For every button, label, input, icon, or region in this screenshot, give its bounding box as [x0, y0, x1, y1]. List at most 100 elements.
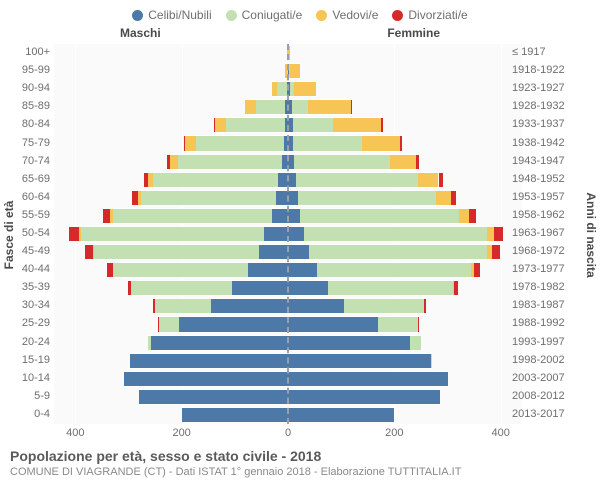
- bar-segment: [293, 117, 333, 133]
- x-tick: 0: [285, 427, 291, 439]
- male-half: [54, 207, 288, 225]
- birth-year-label: 1963-1967: [512, 227, 584, 239]
- bar-segment: [431, 353, 432, 369]
- male-half: [54, 388, 288, 406]
- male-half: [54, 315, 288, 333]
- bar-segment: [179, 316, 288, 332]
- plot-area: [54, 44, 522, 424]
- birth-year-label: 1983-1987: [512, 299, 584, 311]
- age-label: 20-24: [2, 336, 50, 348]
- bar-segment: [128, 280, 131, 296]
- birth-year-label: 1943-1947: [512, 155, 584, 167]
- bar-segment: [93, 244, 94, 260]
- male-half: [54, 189, 288, 207]
- female-half: [288, 116, 522, 134]
- legend: Celibi/NubiliConiugati/eVedovi/eDivorzia…: [0, 0, 600, 22]
- bar-segment: [124, 371, 288, 387]
- bar-segment: [130, 353, 288, 369]
- chart-footer: Popolazione per età, sesso e stato civil…: [0, 444, 600, 478]
- bar-segment: [107, 262, 112, 278]
- bar-segment: [153, 298, 155, 314]
- bar-segment: [170, 154, 178, 170]
- bar-segment: [362, 135, 399, 151]
- bar-segment: [211, 298, 288, 314]
- age-label: 15-19: [2, 354, 50, 366]
- female-half: [288, 334, 522, 352]
- bar-segment: [182, 407, 288, 423]
- birth-year-label: 1953-1957: [512, 191, 584, 203]
- bar-segment: [436, 190, 451, 206]
- female-half: [288, 134, 522, 152]
- legend-item: Divorziati/e: [392, 8, 467, 22]
- bar-segment: [148, 172, 153, 188]
- bar-segment: [232, 280, 288, 296]
- female-half: [288, 98, 522, 116]
- bar-segment: [288, 407, 394, 423]
- bar-segment: [469, 208, 476, 224]
- bar-segment: [264, 226, 288, 242]
- male-half: [54, 334, 288, 352]
- bar-segment: [139, 389, 288, 405]
- bar-segment: [81, 226, 264, 242]
- birth-year-label: 2013-2017: [512, 408, 584, 420]
- bar-segment: [113, 208, 273, 224]
- age-label: 75-79: [2, 137, 50, 149]
- bar-segment: [492, 244, 501, 260]
- legend-label: Celibi/Nubili: [148, 8, 211, 22]
- bar-segment: [85, 244, 92, 260]
- bar-segment: [494, 226, 504, 242]
- bar-segment: [308, 99, 351, 115]
- bar-segment: [131, 280, 232, 296]
- birth-year-label: 1923-1927: [512, 82, 584, 94]
- bar-segment: [333, 117, 381, 133]
- bar-segment: [159, 316, 179, 332]
- birth-year-label: 1918-1922: [512, 64, 584, 76]
- birth-year-label: 1998-2002: [512, 354, 584, 366]
- female-half: [288, 315, 522, 333]
- age-label: 10-14: [2, 372, 50, 384]
- female-half: [288, 62, 522, 80]
- bar-segment: [293, 135, 362, 151]
- bar-segment: [167, 154, 170, 170]
- male-half: [54, 171, 288, 189]
- bar-segment: [454, 280, 458, 296]
- age-label: 30-34: [2, 299, 50, 311]
- male-half: [54, 352, 288, 370]
- bar-segment: [178, 154, 282, 170]
- male-half: [54, 370, 288, 388]
- bar-segment: [381, 117, 383, 133]
- bar-segment: [110, 208, 112, 224]
- female-half: [288, 352, 522, 370]
- female-half: [288, 388, 522, 406]
- bar-segment: [288, 298, 344, 314]
- bar-segment: [256, 99, 285, 115]
- bar-segment: [351, 99, 352, 115]
- bar-segment: [141, 190, 277, 206]
- bar-segment: [294, 81, 316, 97]
- female-half: [288, 279, 522, 297]
- bar-segment: [153, 172, 278, 188]
- y-axis-title-right: Anni di nascita: [584, 192, 598, 277]
- bar-segment: [158, 316, 159, 332]
- bar-segment: [144, 172, 148, 188]
- bar-segment: [439, 172, 443, 188]
- age-label: 0-4: [2, 408, 50, 420]
- bar-segment: [378, 316, 418, 332]
- birth-year-label: 2008-2012: [512, 390, 584, 402]
- male-half: [54, 80, 288, 98]
- legend-item: Coniugati/e: [226, 8, 303, 22]
- bar-segment: [288, 335, 410, 351]
- female-half: [288, 80, 522, 98]
- bar-segment: [400, 135, 402, 151]
- bar-segment: [416, 154, 419, 170]
- birth-year-label: 1933-1937: [512, 118, 584, 130]
- bar-segment: [185, 135, 196, 151]
- female-half: [288, 44, 522, 62]
- birth-year-label: 2003-2007: [512, 372, 584, 384]
- bar-segment: [79, 226, 81, 242]
- side-label-female: Femmine: [387, 26, 440, 40]
- x-tick: 400: [66, 427, 84, 439]
- female-half: [288, 370, 522, 388]
- bar-segment: [418, 172, 438, 188]
- age-label: 90-94: [2, 82, 50, 94]
